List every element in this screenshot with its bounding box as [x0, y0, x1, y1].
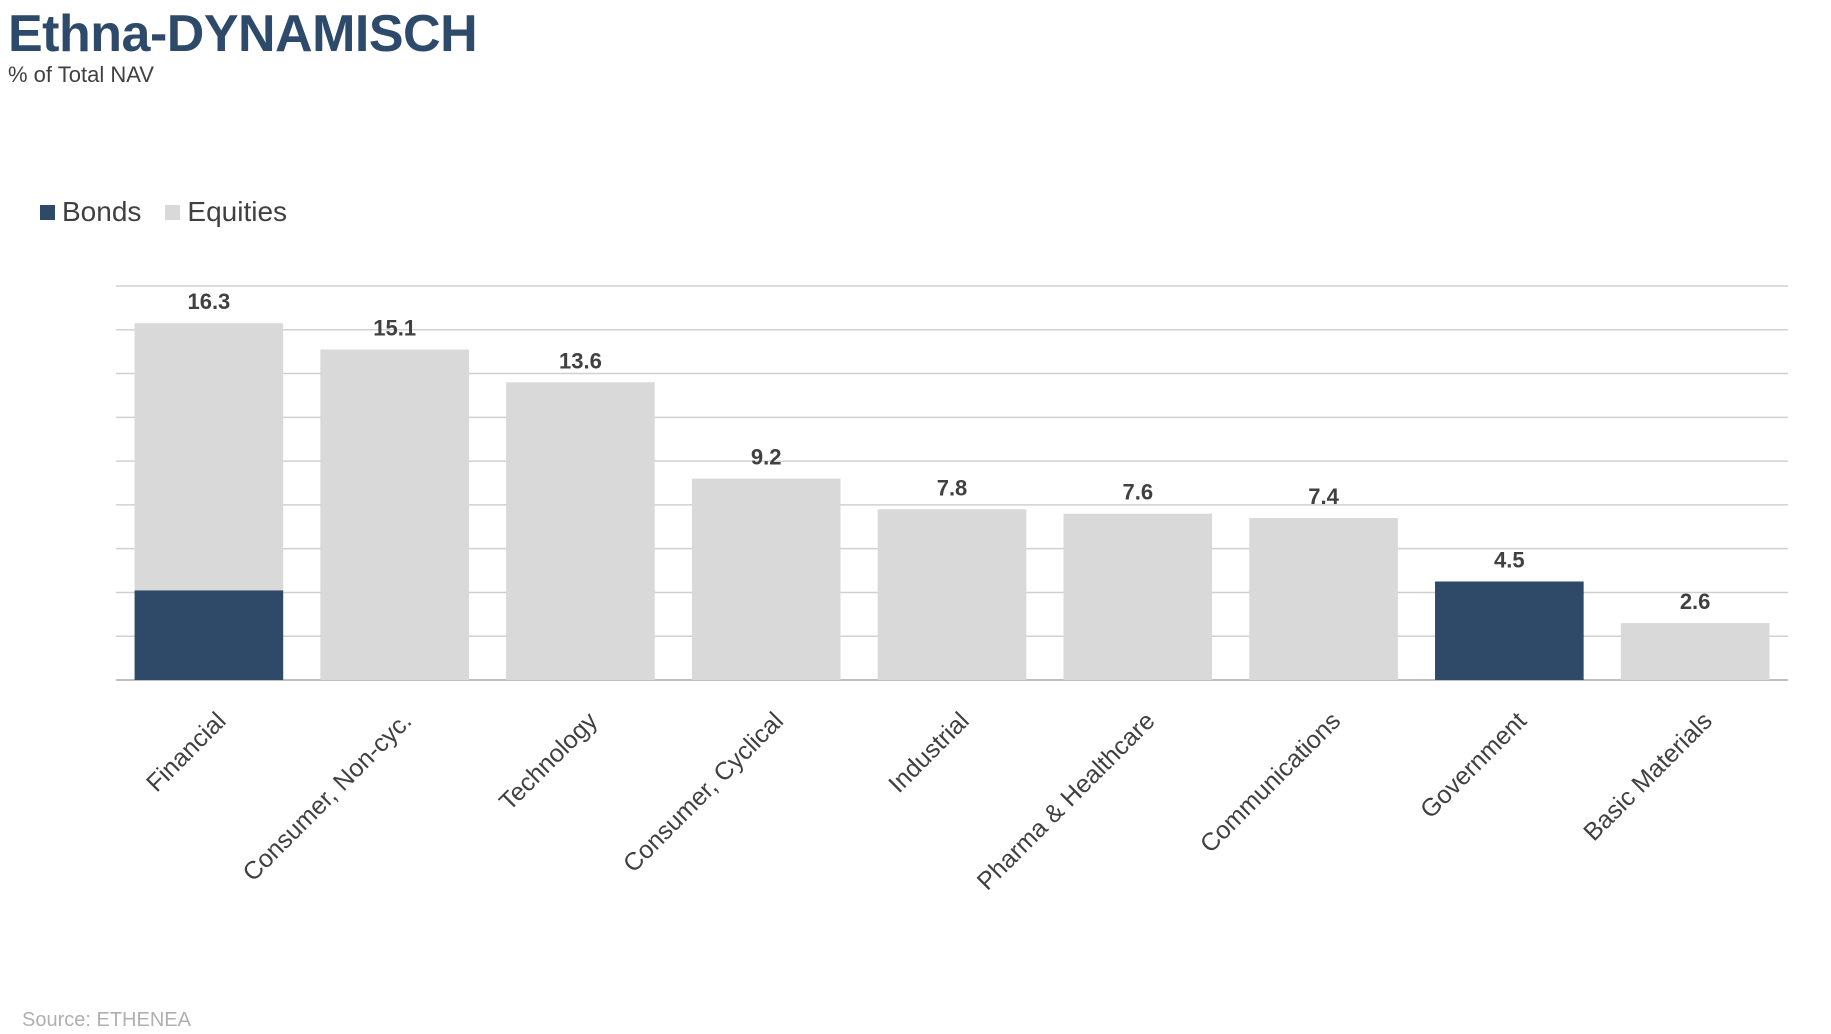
- bar-equities-6: [1249, 518, 1398, 680]
- chart-title: Ethna-DYNAMISCH: [8, 5, 478, 63]
- bar-equities-8: [1620, 623, 1770, 680]
- data-label: 13.6: [559, 348, 602, 373]
- bar-bonds-0: [134, 590, 284, 680]
- data-label: 7.8: [937, 475, 968, 500]
- source-note: Source: ETHENEA: [22, 1009, 191, 1031]
- x-tick-label: Basic Materials: [1578, 707, 1718, 847]
- x-tick-label: Government: [1415, 707, 1532, 824]
- data-label: 9.2: [751, 445, 782, 470]
- legend-swatch-bonds: [40, 204, 55, 220]
- data-label: 7.6: [1122, 480, 1153, 505]
- x-tick-label: Communications: [1195, 707, 1346, 858]
- bar-bonds-7: [1435, 581, 1584, 680]
- legend-label-bonds: Bonds: [62, 196, 142, 227]
- legend-item-bonds: Bonds: [40, 196, 141, 228]
- data-label: 4.5: [1494, 548, 1525, 573]
- x-tick-label: Industrial: [883, 707, 975, 799]
- bar-equities-1: [320, 349, 469, 680]
- bar-equities-2: [506, 382, 655, 680]
- legend-swatch-equities: [165, 204, 181, 220]
- data-label: 16.3: [187, 289, 230, 314]
- x-tick-label: Consumer, Cyclical: [618, 707, 789, 878]
- data-label: 7.4: [1308, 484, 1339, 509]
- x-tick-label: Technology: [494, 707, 604, 817]
- x-tick-label: Financial: [141, 707, 232, 798]
- bar-equities-5: [1063, 513, 1213, 680]
- data-label: 2.6: [1680, 589, 1711, 614]
- bar-equities-0: [134, 323, 284, 591]
- x-tick-label: Consumer, Non-cyc.: [237, 707, 417, 887]
- data-label: 15.1: [373, 315, 416, 340]
- bar-equities-3: [691, 478, 841, 680]
- legend-item-equities: Equities: [165, 196, 287, 228]
- chart-subtitle: % of Total NAV: [8, 62, 154, 87]
- bar-equities-4: [877, 509, 1027, 680]
- x-tick-label: Pharma & Healthcare: [972, 707, 1161, 896]
- chart-legend: Bonds Equities: [40, 196, 311, 228]
- legend-label-equities: Equities: [187, 196, 288, 227]
